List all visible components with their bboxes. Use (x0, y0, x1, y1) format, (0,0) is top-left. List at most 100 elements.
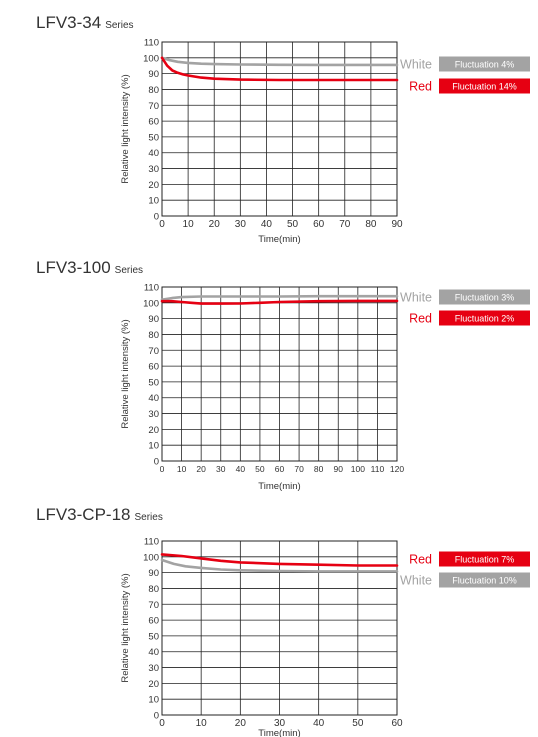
y-tick-label: 40 (148, 148, 159, 159)
line-chart-lfv3-cp-18: 0 10 20 30 40 50 60 70 80 90 100 110 0 10 20 30 40 50 60 Ti… (120, 537, 530, 737)
series-name: LFV3-100 (36, 258, 111, 277)
y-tick-label: 10 (148, 695, 159, 706)
y-tick-label: 60 (148, 117, 159, 128)
line-chart-lfv3-34: 0 10 20 30 40 50 60 70 80 90 100 110 0 10 20 30 40 50 60 70… (120, 38, 530, 245)
chart-section-3: LFV3-CP-18 Series 0 10 20 30 40 50 60 70 80 90 100 1… (0, 493, 538, 737)
y-tick-label: 20 (148, 180, 159, 191)
x-tick-label: 40 (261, 219, 273, 230)
x-tick-label: 50 (352, 718, 364, 729)
x-axis-label: Time(min) (258, 481, 300, 492)
y-tick-label: 30 (148, 409, 159, 420)
y-tick-label: 100 (143, 53, 159, 64)
y-tick-label: 90 (148, 314, 159, 325)
line-chart-lfv3-100: 0 10 20 30 40 50 60 70 80 90 100 110 0 10 20 30 40 50 60 70… (120, 283, 530, 492)
y-tick-label: 30 (148, 663, 159, 674)
fluctuation-badge (439, 78, 530, 94)
y-tick-label: 110 (144, 38, 159, 49)
y-tick-label: 10 (148, 441, 159, 452)
fluctuation-badge (439, 289, 530, 305)
y-tick-label: 90 (148, 69, 159, 80)
fluctuation-badge-text: Fluctuation 4% (455, 60, 515, 70)
y-tick-label: 0 (154, 711, 159, 722)
x-tick-label: 60 (313, 219, 325, 230)
x-tick-label: 70 (294, 464, 304, 474)
y-tick-label: 100 (143, 552, 159, 563)
x-tick-label: 120 (390, 464, 404, 474)
x-tick-label: 0 (159, 718, 165, 729)
x-axis-label: Time(min) (258, 728, 300, 737)
y-tick-label: 0 (154, 457, 159, 468)
fluctuation-badge-text: Fluctuation 3% (455, 293, 515, 303)
x-tick-label: 80 (365, 219, 377, 230)
plot-frame (161, 41, 398, 217)
y-tick-label: 20 (148, 679, 159, 690)
series-suffix: Series (105, 20, 134, 31)
series-name: LFV3-CP-18 (36, 505, 131, 524)
x-tick-label: 0 (159, 219, 165, 230)
legend-label-red: Red (409, 80, 432, 94)
y-tick-label: 30 (148, 164, 159, 175)
fluctuation-badge-text: Fluctuation 2% (455, 314, 515, 324)
legend-label-red: Red (409, 553, 432, 567)
y-axis-label: Relative light intensity (%) (120, 74, 131, 183)
y-tick-label: 50 (148, 377, 159, 388)
y-tick-label: 100 (143, 298, 159, 309)
x-tick-label: 20 (196, 464, 206, 474)
x-tick-label: 10 (196, 718, 208, 729)
series-line-red (160, 553, 399, 567)
y-tick-label: 40 (148, 647, 159, 658)
series-suffix: Series (114, 265, 144, 276)
x-tick-label: 90 (334, 464, 344, 474)
x-tick-label: 80 (314, 464, 324, 474)
legend-label-white: White (400, 291, 432, 305)
y-tick-label: 70 (148, 600, 159, 611)
fluctuation-badge (439, 572, 530, 588)
y-tick-label: 70 (148, 101, 159, 112)
chart-title: LFV3-34 Series (36, 13, 134, 33)
x-tick-label: 50 (255, 464, 265, 474)
fluctuation-badge-text: Fluctuation 14% (452, 82, 517, 92)
chart-section-2: LFV3-100 Series 0 10 20 30 40 50 60 70 80 90 100 110… (0, 245, 538, 493)
x-tick-label: 100 (351, 464, 365, 474)
y-tick-label: 10 (148, 196, 159, 207)
fluctuation-badge-text: Fluctuation 7% (455, 555, 515, 565)
x-tick-label: 30 (235, 219, 247, 230)
y-tick-label: 70 (148, 346, 159, 357)
x-tick-label: 0 (160, 464, 165, 474)
x-tick-label: 110 (371, 464, 385, 474)
x-tick-label: 40 (313, 718, 325, 729)
x-tick-label: 90 (391, 219, 403, 230)
x-tick-label: 30 (274, 718, 286, 729)
y-axis-label: Relative light intensity (%) (120, 319, 131, 428)
x-tick-label: 70 (339, 219, 351, 230)
legend-label-red: Red (409, 312, 432, 326)
y-tick-label: 20 (148, 425, 159, 436)
x-tick-label: 30 (216, 464, 226, 474)
y-tick-label: 80 (148, 584, 159, 595)
series-suffix: Series (134, 512, 163, 523)
x-tick-label: 60 (391, 718, 403, 729)
fluctuation-badge (439, 310, 530, 326)
series-line-red (160, 56, 399, 82)
y-tick-label: 60 (148, 362, 159, 373)
x-tick-label: 10 (177, 464, 187, 474)
x-tick-label: 50 (287, 219, 299, 230)
y-tick-label: 40 (148, 393, 159, 404)
y-tick-label: 110 (144, 537, 159, 548)
fluctuation-badge-text: Fluctuation 10% (452, 576, 517, 586)
chart-title: LFV3-100 Series (36, 258, 143, 278)
series-line-red (160, 299, 399, 305)
series-line-white (160, 558, 399, 573)
x-tick-label: 40 (236, 464, 246, 474)
y-tick-label: 50 (148, 631, 159, 642)
y-tick-label: 80 (148, 330, 159, 341)
y-tick-label: 0 (154, 212, 159, 223)
x-axis-label: Time(min) (258, 234, 300, 245)
y-tick-label: 90 (148, 568, 159, 579)
y-axis-label: Relative light intensity (%) (120, 573, 131, 682)
y-tick-label: 60 (148, 616, 159, 627)
x-tick-label: 20 (209, 219, 221, 230)
fluctuation-badge (439, 56, 530, 72)
x-tick-label: 10 (183, 219, 195, 230)
plot-frame (161, 540, 398, 716)
